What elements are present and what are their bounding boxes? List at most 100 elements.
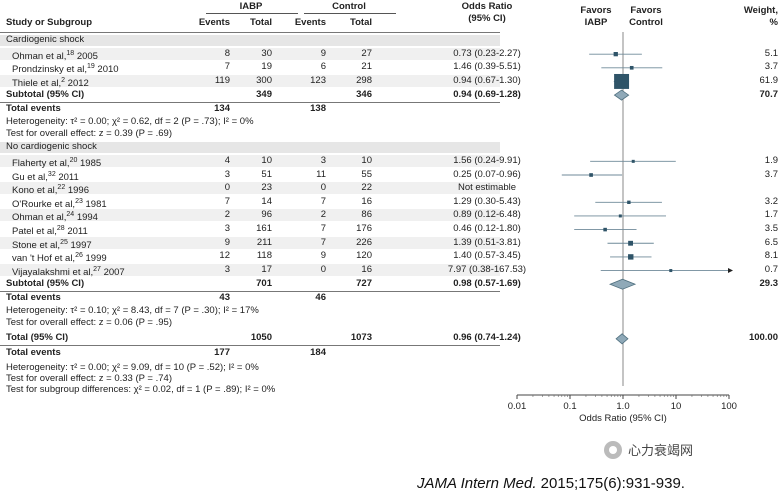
summary-diamond (615, 333, 629, 345)
cell-iabp-total: 10 (261, 154, 272, 166)
study-name: Gu et al,32 2011 (12, 169, 79, 184)
cell-iabp-events: 0 (224, 182, 230, 194)
header-ci: (95% CI) (468, 13, 506, 24)
cell-weight: 0.7 (764, 264, 778, 276)
study-year: 1997 (67, 239, 92, 251)
cell-iabp-events: 12 (219, 250, 230, 262)
study-name: Ohman et al,18 2005 (12, 48, 98, 63)
row-stripe (0, 154, 500, 167)
study-year: 1994 (74, 212, 98, 224)
study-name: Vijayalakshmi et al,27 2007 (12, 264, 125, 279)
x-tick-label: 10 (671, 401, 682, 412)
cell-control-events: 7 (320, 236, 326, 248)
row-stripe (0, 47, 500, 60)
point-estimate-square (613, 52, 618, 57)
subtotal-rule (0, 290, 500, 292)
study-name: Flaherty et al,20 1985 (12, 155, 101, 170)
x-tick-label: 0.1 (563, 401, 576, 412)
heterogeneity-text: Heterogeneity: τ² = 0.10; χ² = 8.43, df … (6, 305, 259, 316)
study-author: Kono et al, (12, 185, 58, 197)
study-name: Kono et al,22 1996 (12, 182, 89, 197)
cell-odds-ratio: 0.94 (0.67-1.30) (453, 74, 521, 86)
cell-control-events: 2 (320, 209, 326, 221)
cell-odds-ratio: 7.97 (0.38-167.53) (447, 264, 527, 276)
study-author: Flaherty et al, (12, 158, 70, 169)
header-favors-control-label: Control (629, 17, 663, 28)
cell-odds-ratio: 0.25 (0.07-0.96) (453, 168, 521, 180)
cell-control-events: 3 (320, 154, 326, 166)
study-author: Vijayalakshmi et al, (12, 267, 94, 279)
cell-iabp-total: 19 (261, 61, 272, 73)
study-year: 1999 (82, 253, 107, 265)
subtotal-iabp-total: 701 (256, 277, 272, 289)
subtotal-label: Subtotal (95% CI) (6, 277, 85, 289)
x-axis-label: Odds Ratio (95% CI) (579, 413, 667, 424)
x-tick-label: 100 (721, 401, 737, 412)
cell-control-total: 27 (361, 47, 372, 59)
point-estimate-square (628, 254, 634, 260)
watermark: 心力衰竭网 (604, 440, 693, 459)
study-ref: 26 (75, 252, 83, 260)
cell-weight: 3.7 (764, 61, 778, 73)
cell-control-total: 21 (361, 61, 372, 73)
point-estimate-square (628, 240, 634, 246)
cell-odds-ratio: 0.46 (0.12-1.80) (453, 223, 521, 235)
cell-odds-ratio: 1.46 (0.39-5.51) (453, 61, 521, 73)
subtotal-iabp-total: 349 (256, 88, 272, 100)
header-control-rule (304, 13, 396, 14)
total-weight: 100.00 (748, 332, 778, 344)
cell-control-events: 7 (320, 223, 326, 235)
header-favors-control: Favors (630, 5, 662, 16)
cell-odds-ratio: 1.29 (0.30-5.43) (453, 195, 521, 207)
cell-control-total: 16 (361, 264, 372, 276)
heterogeneity-text: Heterogeneity: τ² = 0.00; χ² = 0.62, df … (6, 115, 254, 127)
study-name: Thiele et al,2 2012 (12, 75, 89, 90)
section-title: Cardiogenic shock (6, 34, 85, 45)
cell-control-total: 86 (361, 209, 372, 221)
header-iabp: IABP (239, 1, 263, 12)
study-name: van 't Hof et al,26 1999 (12, 250, 107, 265)
study-author: Ohman et al, (12, 212, 67, 224)
subtotal-odds-ratio: 0.94 (0.69-1.28) (453, 88, 521, 100)
row-stripe (0, 209, 500, 222)
summary-diamond (608, 278, 637, 290)
cell-weight: 3.2 (764, 195, 778, 207)
cell-weight: 6.5 (764, 236, 778, 248)
study-year: 2005 (74, 50, 98, 62)
cell-iabp-total: 211 (256, 236, 272, 248)
study-name: Stone et al,25 1997 (12, 237, 92, 252)
header-weight-pct: % (769, 17, 778, 28)
grand-total-events-label: Total events (6, 346, 61, 358)
point-estimate-square (669, 269, 673, 273)
subtotal-control-total: 346 (356, 88, 372, 100)
point-estimate-square (614, 73, 630, 89)
subtotal-weight: 29.3 (759, 277, 779, 289)
study-ref: 27 (93, 266, 101, 274)
summary-diamond (613, 89, 630, 101)
cell-control-total: 298 (356, 74, 372, 86)
total-label: Total (95% CI) (6, 332, 69, 344)
study-name: Ohman et al,24 1994 (12, 209, 98, 224)
total-events-label: Total events (6, 103, 61, 115)
cell-iabp-total: 30 (261, 47, 272, 59)
cell-iabp-total: 118 (256, 250, 272, 262)
total-odds-ratio: 0.96 (0.74-1.24) (453, 332, 521, 344)
subtotal-label: Subtotal (95% CI) (6, 88, 85, 100)
cell-control-events: 9 (320, 47, 326, 59)
cell-iabp-total: 161 (256, 223, 272, 235)
total-control-total: 1073 (350, 332, 372, 344)
cell-control-total: 226 (356, 236, 372, 248)
cell-weight: 3.5 (764, 223, 778, 235)
row-stripe (0, 74, 500, 87)
study-ref: 19 (86, 63, 95, 71)
cell-odds-ratio: 1.56 (0.24-9.91) (453, 154, 521, 166)
subtotal-weight: 70.7 (759, 88, 779, 100)
cell-iabp-events: 119 (214, 74, 230, 86)
study-year: 1996 (65, 185, 89, 197)
cell-iabp-total: 14 (261, 195, 272, 207)
footnote-text: Heterogeneity: τ² = 0.00; χ² = 9.09, df … (6, 361, 259, 373)
citation-details: 2015;175(6):931-939. (536, 475, 685, 492)
cell-control-total: 22 (361, 182, 372, 194)
